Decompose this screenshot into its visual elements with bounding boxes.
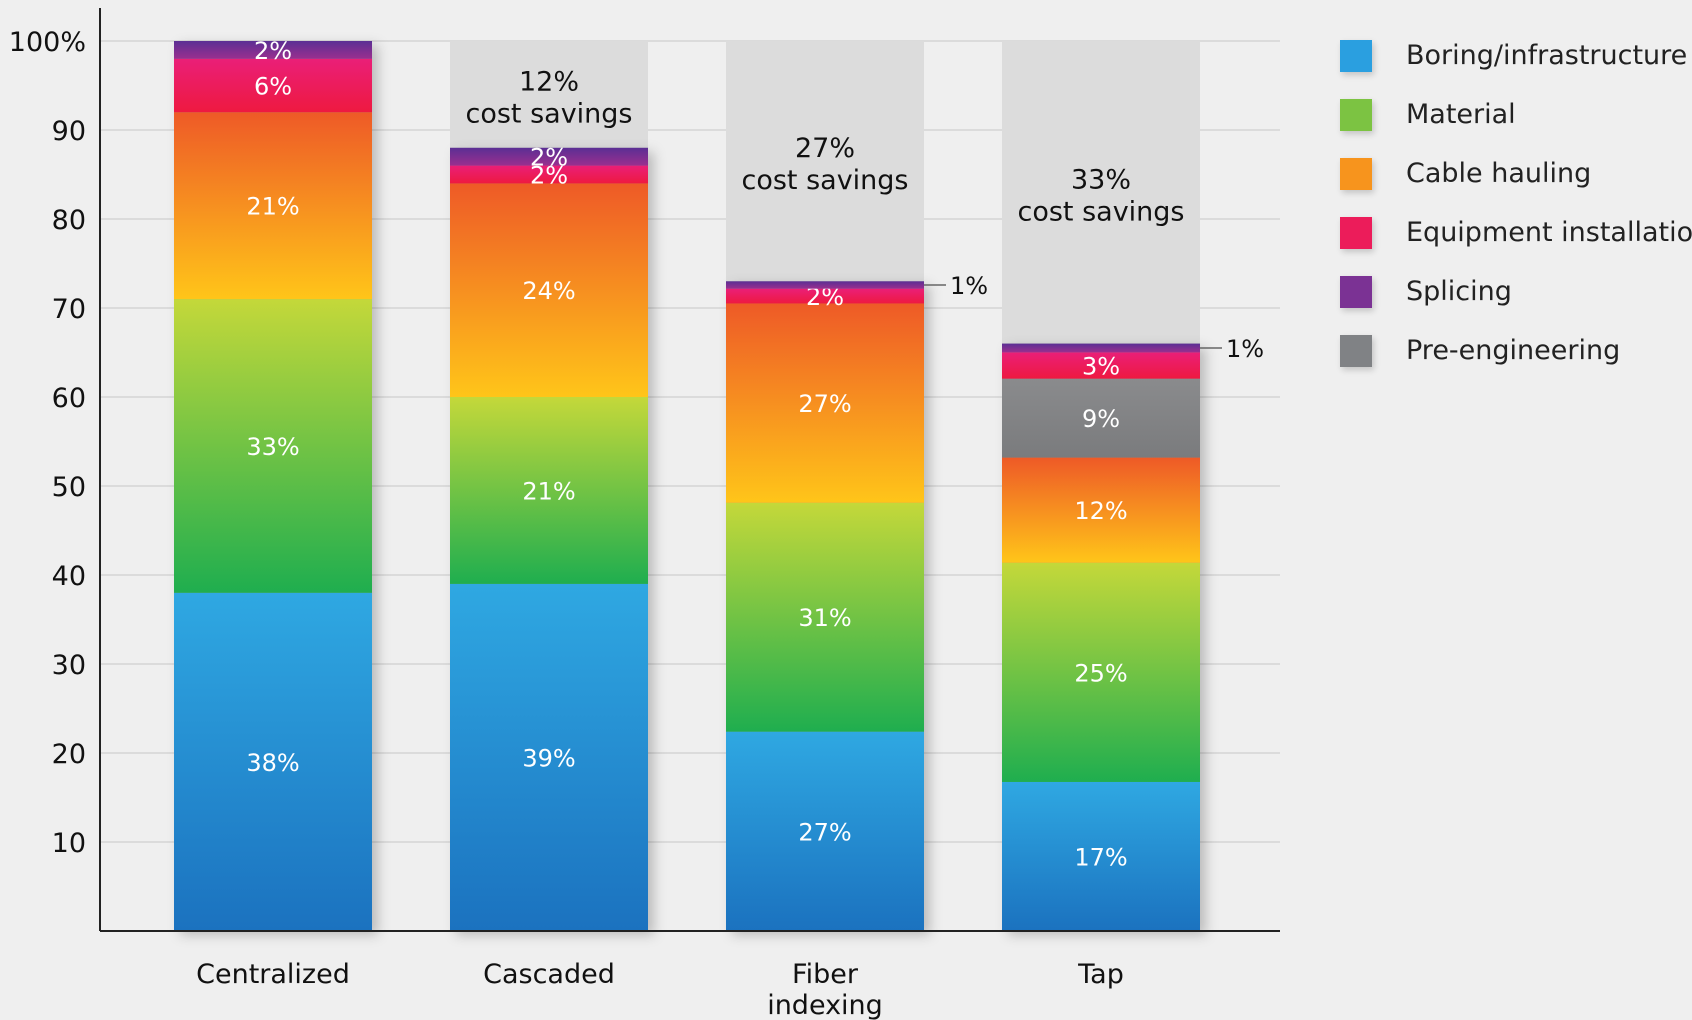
bar-segment (450, 165, 648, 184)
x-tick-label: Cascaded (483, 959, 615, 990)
bar-value-label: 25% (1074, 659, 1127, 687)
x-tick-label: Tap (1077, 959, 1124, 990)
bar-segment (726, 303, 924, 503)
savings-percent: 33% (1071, 164, 1131, 195)
bar-segment (726, 281, 924, 289)
bar-value-label: 33% (246, 433, 299, 461)
savings-text: cost savings (741, 165, 908, 196)
savings-column (726, 41, 924, 282)
bar-segment (450, 583, 648, 931)
bar-value-callout: 1% (950, 272, 988, 300)
bar-value-label: 21% (246, 193, 299, 221)
bar-value-label: 2% (254, 37, 292, 65)
bar-segment (174, 299, 372, 593)
legend-label: Equipment installation (1406, 217, 1692, 248)
legend-swatch (1340, 98, 1372, 131)
legend-item-equipment-installation: Equipment installation (1340, 203, 1692, 262)
y-tick-label: 50 (52, 472, 86, 503)
bar-value-label: 31% (798, 604, 851, 632)
bar-segment (450, 183, 648, 397)
legend-swatch (1340, 334, 1372, 367)
bar-segment (726, 731, 924, 931)
y-tick-label: 70 (52, 294, 86, 325)
bar-value-callout: 1% (1226, 335, 1264, 363)
bar-stack: 38% 33% 21% 6% 2% (174, 37, 372, 931)
y-tick-label: 20 (52, 739, 86, 770)
bar-value-label: 3% (1082, 353, 1120, 381)
bar-segment (174, 58, 372, 113)
legend-label: Material (1406, 99, 1516, 130)
legend-label: Boring/infrastructure (1406, 40, 1688, 71)
bar-value-label: 21% (522, 477, 575, 505)
legend-item-material: Material (1340, 85, 1692, 144)
savings-text: cost savings (465, 98, 632, 129)
savings-column (450, 41, 648, 148)
y-tick-label: 40 (52, 561, 86, 592)
bar-segment (174, 592, 372, 931)
bar-segment (450, 397, 648, 584)
legend-label: Cable hauling (1406, 158, 1592, 189)
bar-value-label: 2% (530, 162, 568, 190)
y-tick-label: 10 (52, 828, 86, 859)
savings-column (1002, 41, 1200, 344)
bar-segment (726, 502, 924, 732)
y-tick-label: 80 (52, 205, 86, 236)
y-tick-label: 30 (52, 650, 86, 681)
legend-item-cable-hauling: Cable hauling (1340, 144, 1692, 203)
legend-item-pre-engineering: Pre-engineering (1340, 321, 1692, 380)
bar-segment (1002, 781, 1200, 931)
legend-item-boring: Boring/infrastructure (1340, 26, 1692, 85)
y-tick-label: 100% (9, 27, 86, 58)
x-tick-label: Centralized (196, 959, 350, 990)
savings-text: cost savings (1017, 196, 1184, 227)
legend-item-splicing: Splicing (1340, 262, 1692, 321)
bar-value-label: 38% (246, 749, 299, 777)
legend-swatch (1340, 39, 1372, 72)
savings-percent: 27% (795, 133, 855, 164)
bar-stack: 39% 21% 24% 2%2% (450, 144, 648, 932)
bar-segment (1002, 562, 1200, 782)
bar-value-label: 39% (522, 744, 575, 772)
bar-stack: 27%31%27%2% 1% (726, 272, 988, 931)
bar-segment (1002, 343, 1200, 353)
bar-value-label: 9% (1082, 405, 1120, 433)
bar-value-label: 6% (254, 73, 292, 101)
x-tick-label: Fiber (792, 959, 859, 990)
x-tick-label: indexing (767, 990, 883, 1020)
bar-stack: 17% 25% 12% 9% 3% 1% (1002, 335, 1264, 932)
bar-value-label: 12% (1074, 497, 1127, 525)
bar-value-label: 27% (798, 390, 851, 418)
y-tick-label: 60 (52, 383, 86, 414)
legend: Boring/infrastructure Material Cable hau… (1340, 26, 1692, 380)
legend-swatch (1340, 157, 1372, 190)
bar-value-label: 2% (530, 144, 568, 172)
legend-label: Pre-engineering (1406, 335, 1621, 366)
bar-segment (1002, 352, 1200, 379)
bar-value-label: 24% (522, 277, 575, 305)
bar-segment (174, 112, 372, 300)
legend-swatch (1340, 275, 1372, 308)
bar-segment (450, 147, 648, 166)
bar-segment (726, 288, 924, 304)
bar-segment (1002, 378, 1200, 458)
bar-value-label: 27% (798, 818, 851, 846)
y-tick-label: 90 (52, 116, 86, 147)
bar-segment (1002, 457, 1200, 563)
bar-segment (174, 41, 372, 59)
savings-percent: 12% (519, 66, 579, 97)
legend-swatch (1340, 216, 1372, 249)
bar-value-label: 17% (1074, 843, 1127, 871)
legend-label: Splicing (1406, 276, 1512, 307)
